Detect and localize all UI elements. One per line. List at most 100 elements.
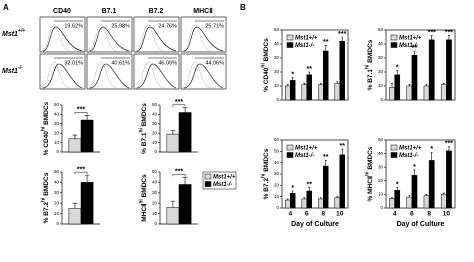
y-label-post: BMDCs: [141, 174, 148, 199]
significance: ***: [445, 29, 453, 36]
histogram-box: [133, 53, 180, 90]
y-tick-label: 10: [274, 83, 280, 88]
error-bar: [84, 174, 90, 183]
legend-label: Mst1-/-: [399, 153, 418, 159]
error-bar: [336, 81, 339, 84]
legend-label: Mst1+/+: [213, 174, 236, 180]
y-label-post: BMDCs: [263, 38, 270, 63]
y-tick-label: 40: [152, 112, 158, 117]
bar: [318, 84, 324, 101]
error-bar: [170, 200, 176, 208]
row-label: Mst1-/-: [2, 65, 23, 75]
gate-percent: 44.06%: [205, 60, 224, 66]
significance-bracket: [74, 171, 88, 175]
y-tick-label: 40: [54, 180, 60, 185]
y-tick-label: 10: [274, 194, 280, 199]
bar: [166, 207, 180, 225]
bar: [285, 199, 291, 209]
bar: [411, 54, 418, 101]
y-axis-label: % CD40hi BMDCs: [41, 101, 50, 155]
x-tick-label: 6: [410, 211, 414, 218]
y-label-sup: hi: [139, 127, 145, 132]
x-tick-label: 4: [288, 211, 292, 218]
error-bar: [291, 190, 294, 194]
y-tick-label: 10: [54, 140, 60, 145]
error-bar: [324, 160, 327, 167]
y-axis-label: % B7.2hi BMDCs: [261, 148, 270, 199]
y-tick-label: 20: [378, 69, 384, 74]
y-tick-label: 0: [276, 205, 279, 210]
significance-bracket: [172, 104, 186, 107]
sample-histogram: [42, 63, 83, 89]
y-axis-label: % MHCⅡhi BMDCs: [365, 146, 374, 201]
y-tick-label: 40: [152, 180, 158, 185]
significance: ***: [338, 31, 346, 38]
error-bar: [442, 82, 445, 85]
bar: [290, 80, 296, 101]
bar: [389, 87, 395, 101]
row-label-sup: -/-: [18, 65, 23, 71]
sample-histogram: [136, 26, 177, 52]
y-tick-label: 10: [378, 83, 384, 88]
y-label-pre: % B7.1: [141, 132, 148, 154]
y-tick-label: 0: [56, 221, 59, 226]
y-label-sup: hi: [365, 64, 371, 69]
y-label-pre: % B7.2: [263, 178, 270, 200]
bar: [301, 198, 307, 209]
legend-swatch: [204, 181, 212, 187]
plot-frame: [281, 29, 349, 101]
bar: [80, 182, 94, 225]
panel-label: B: [240, 3, 246, 12]
bar: [323, 165, 329, 209]
panel-label: A: [3, 3, 9, 12]
y-axis-label: % B7.1hi BMDCs: [139, 103, 148, 154]
y-tick-label: 30: [378, 164, 384, 169]
y-axis-label: % B7.2hi BMDCs: [41, 172, 50, 223]
bar: [423, 85, 430, 101]
y-tick-label: 30: [152, 121, 158, 126]
y-label-post: BMDCs: [43, 172, 50, 197]
gate-percent: 19.62%: [64, 23, 83, 29]
bar: [166, 133, 180, 153]
error-bar: [303, 82, 306, 85]
bar: [411, 175, 418, 209]
legend-swatch: [286, 152, 294, 158]
y-tick-label: 10: [378, 192, 384, 197]
significance: **: [306, 181, 312, 188]
y-tick-label: 20: [54, 200, 60, 205]
error-bar: [425, 194, 428, 196]
bar: [290, 193, 296, 209]
y-tick-label: 40: [274, 160, 280, 165]
y-tick-label: 50: [54, 102, 60, 107]
bar: [323, 50, 329, 101]
error-bar: [182, 107, 188, 113]
bar: [394, 190, 401, 209]
y-tick-label: 50: [274, 149, 280, 154]
x-tick-label: 4: [393, 211, 397, 218]
gate-percent: 24.76%: [158, 23, 177, 29]
y-label-post: BMDCs: [263, 148, 270, 173]
reference-histogram: [182, 61, 212, 89]
y-tick-label: 0: [154, 221, 157, 226]
y-tick-label: 10: [152, 140, 158, 145]
error-bar: [308, 187, 311, 191]
error-bar: [336, 196, 339, 198]
x-tick-label: 10: [443, 211, 451, 218]
y-tick-label: 0: [380, 97, 383, 102]
gate-percent: 25.98%: [111, 23, 130, 29]
histogram-box: [86, 53, 133, 90]
error-bar: [170, 130, 176, 135]
bar: [406, 85, 413, 101]
y-tick-label: 30: [54, 121, 60, 126]
y-tick-label: 50: [152, 102, 158, 107]
legend-label: Mst1+/+: [295, 145, 318, 151]
error-bar: [430, 151, 433, 161]
error-bar: [286, 84, 289, 86]
y-tick-label: 20: [152, 130, 158, 135]
bar: [440, 84, 447, 101]
sample-histogram: [136, 63, 177, 89]
error-bar: [286, 198, 289, 201]
legend-swatch: [390, 152, 398, 158]
y-tick-label: 60: [274, 137, 280, 142]
